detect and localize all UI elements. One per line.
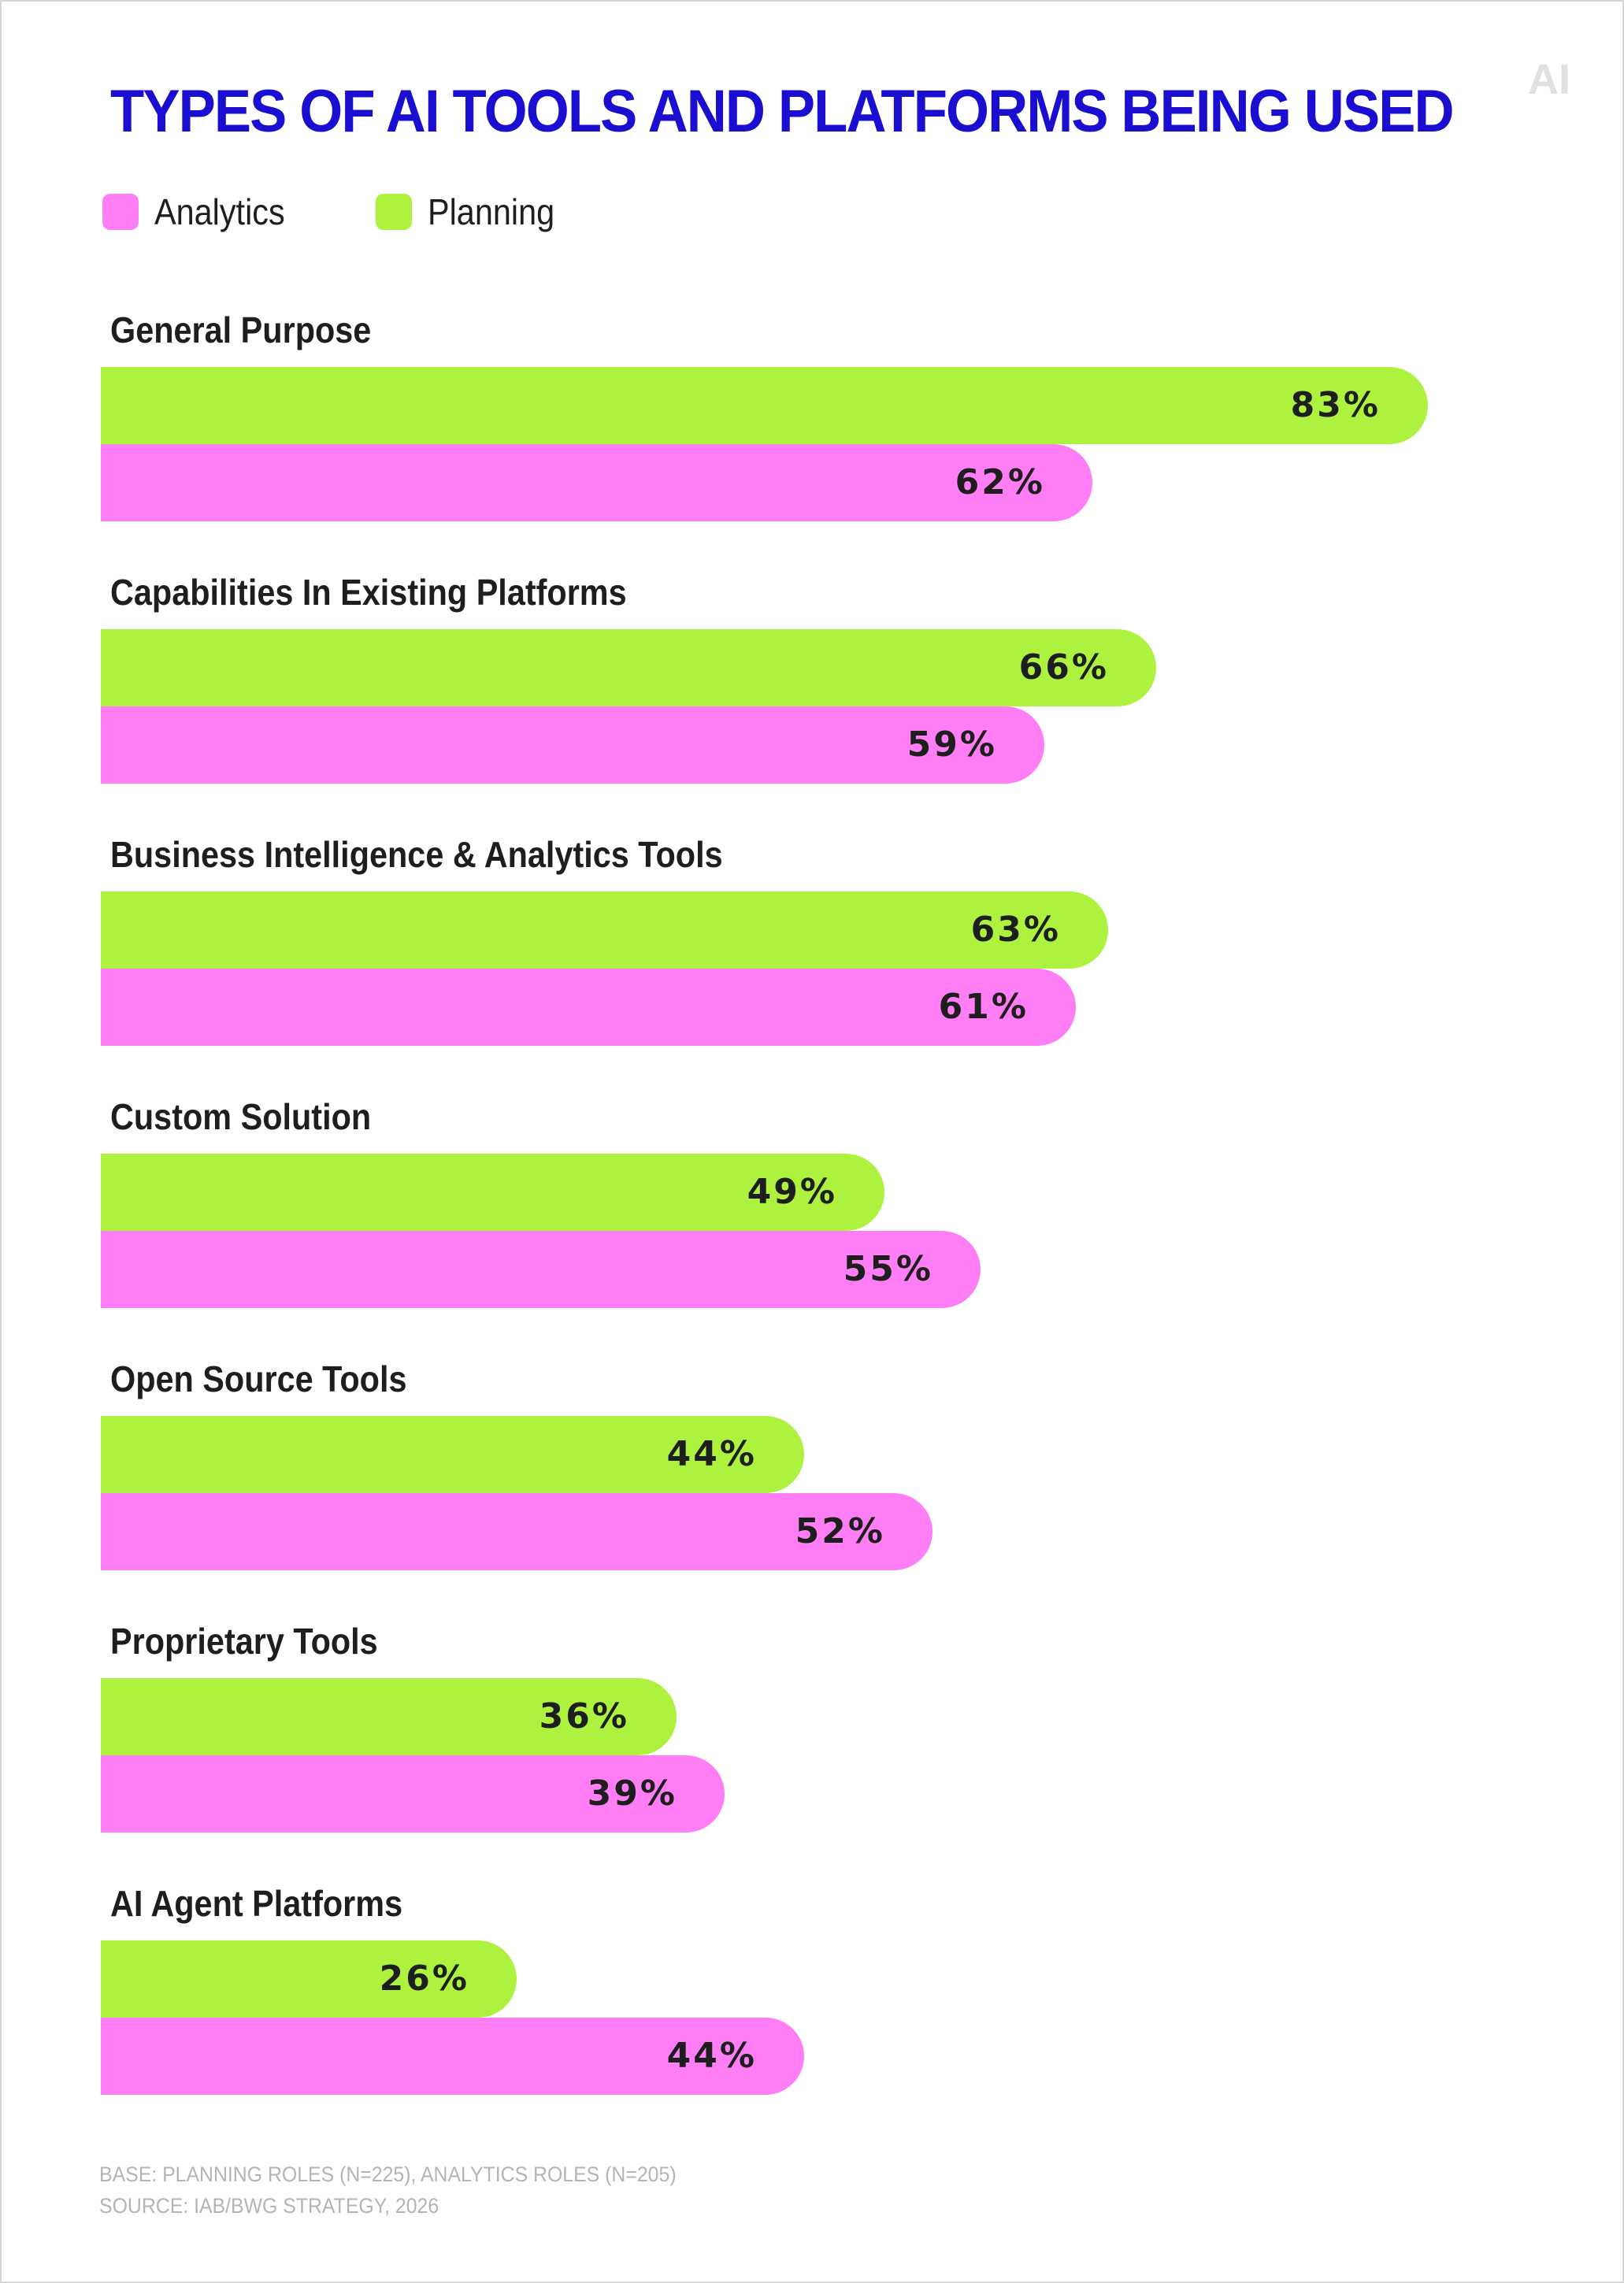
category-label: Proprietary Tools — [110, 1621, 378, 1662]
legend-swatch-analytics — [102, 194, 139, 230]
footnote-base: BASE: PLANNING ROLES (N=225), ANALYTICS … — [99, 2163, 677, 2186]
bar-value-label: 66% — [1018, 647, 1109, 687]
bar-analytics: 39% — [101, 1755, 725, 1833]
bar-value-label: 59% — [907, 725, 997, 765]
bar-value-label: 62% — [955, 462, 1045, 502]
bar-value-label: 44% — [666, 2036, 757, 2076]
bar-analytics: 52% — [101, 1493, 933, 1570]
bar-planning: 36% — [101, 1678, 677, 1755]
chart-title: TYPES OF AI TOOLS AND PLATFORMS BEING US… — [110, 78, 1455, 145]
bar-planning: 83% — [101, 367, 1428, 444]
bar-value-label: 83% — [1290, 385, 1381, 425]
bar-analytics: 44% — [101, 2018, 804, 2095]
category-label: Custom Solution — [110, 1096, 372, 1137]
bar-value-label: 63% — [970, 910, 1061, 950]
category-label: Open Source Tools — [110, 1358, 407, 1399]
bar-analytics: 55% — [101, 1231, 981, 1308]
category-label: Capabilities In Existing Platforms — [110, 572, 627, 613]
category-label: General Purpose — [110, 309, 372, 350]
bar-value-label: 55% — [843, 1249, 933, 1289]
category-label: AI Agent Platforms — [110, 1883, 403, 1924]
bar-value-label: 36% — [539, 1696, 629, 1736]
legend-item-planning: Planning — [376, 191, 569, 232]
category-label: Business Intelligence & Analytics Tools — [110, 834, 723, 875]
legend-label-planning: Planning — [428, 191, 555, 232]
bar-value-label: 61% — [938, 987, 1029, 1027]
bar-planning: 49% — [101, 1154, 884, 1231]
bar-value-label: 39% — [587, 1773, 677, 1814]
bar-planning: 26% — [101, 1940, 517, 2018]
bar-value-label: 26% — [379, 1959, 469, 1999]
bar-planning: 63% — [101, 891, 1108, 969]
bar-analytics: 59% — [101, 706, 1044, 784]
legend-swatch-planning — [376, 194, 412, 230]
bar-value-label: 52% — [795, 1511, 885, 1551]
bar-analytics: 61% — [101, 969, 1076, 1046]
ai-logo: AI — [1528, 56, 1570, 103]
footnote-source: SOURCE: IAB/BWG STRATEGY, 2026 — [99, 2194, 439, 2218]
bar-planning: 66% — [101, 629, 1156, 706]
bar-analytics: 62% — [101, 444, 1092, 521]
legend-label-analytics: Analytics — [154, 191, 285, 232]
bar-value-label: 49% — [747, 1172, 837, 1212]
bar-value-label: 44% — [666, 1434, 757, 1474]
bar-planning: 44% — [101, 1416, 804, 1493]
legend-item-analytics: Analytics — [102, 191, 299, 232]
